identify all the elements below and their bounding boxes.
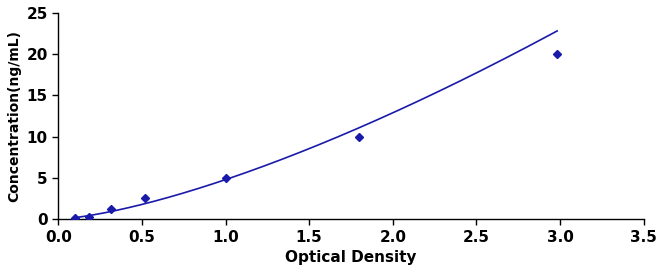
Y-axis label: Concentration(ng/mL): Concentration(ng/mL): [7, 30, 21, 202]
X-axis label: Optical Density: Optical Density: [286, 250, 417, 265]
